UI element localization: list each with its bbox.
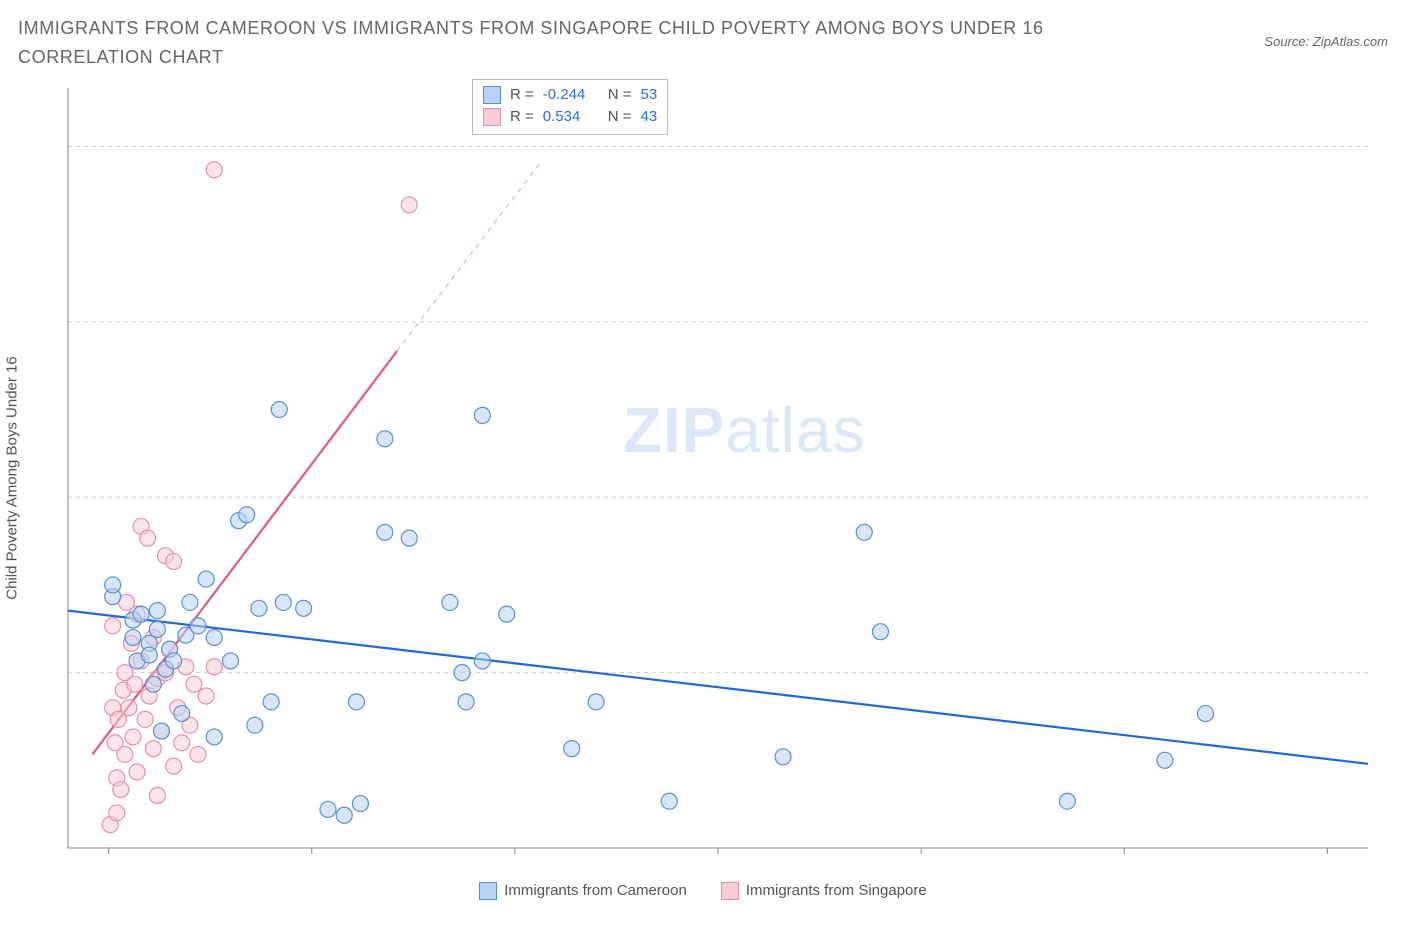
data-point <box>186 676 202 692</box>
data-point <box>442 594 458 610</box>
data-point <box>454 664 470 680</box>
data-point <box>190 617 206 633</box>
data-point <box>141 647 157 663</box>
data-point <box>263 693 279 709</box>
stat-label-r: R = <box>510 84 534 106</box>
stat-label-n: N = <box>608 84 632 106</box>
chart-area: Child Poverty Among Boys Under 16 ZIPatl… <box>18 78 1388 878</box>
data-point <box>149 787 165 803</box>
data-point <box>474 653 490 669</box>
data-point <box>458 693 474 709</box>
data-point <box>166 758 182 774</box>
data-point <box>251 600 267 616</box>
data-point <box>206 658 222 674</box>
data-point <box>401 197 417 213</box>
data-point <box>105 617 121 633</box>
data-point <box>153 723 169 739</box>
trend-line <box>92 351 397 754</box>
data-point <box>149 602 165 618</box>
legend-label: Immigrants from Cameroon <box>504 882 687 899</box>
data-point <box>137 711 153 727</box>
data-point <box>775 748 791 764</box>
stat-value-r: 0.534 <box>543 106 599 128</box>
data-point <box>377 524 393 540</box>
data-point <box>873 623 889 639</box>
trend-line-ext <box>397 164 539 351</box>
data-point <box>377 430 393 446</box>
data-point <box>133 606 149 622</box>
data-point <box>206 729 222 745</box>
data-point <box>223 653 239 669</box>
trend-line <box>68 610 1368 763</box>
data-point <box>166 553 182 569</box>
data-point <box>149 621 165 637</box>
data-point <box>109 805 125 821</box>
data-point <box>247 717 263 733</box>
data-point <box>271 401 287 417</box>
data-point <box>348 693 364 709</box>
source-name: ZipAtlas.com <box>1313 34 1388 49</box>
source-credit: Source: ZipAtlas.com <box>1264 34 1388 49</box>
legend-item: Immigrants from Singapore <box>721 882 927 900</box>
data-point <box>856 524 872 540</box>
data-point <box>190 746 206 762</box>
data-point <box>105 577 121 593</box>
legend-swatch <box>721 882 739 900</box>
stat-label-n: N = <box>608 106 632 128</box>
data-point <box>198 688 214 704</box>
data-point <box>182 594 198 610</box>
data-point <box>206 161 222 177</box>
data-point <box>588 693 604 709</box>
data-point <box>174 705 190 721</box>
data-point <box>129 764 145 780</box>
stats-row: R = 0.534 N = 43 <box>483 106 657 128</box>
data-point <box>174 734 190 750</box>
legend-swatch <box>483 86 501 104</box>
data-point <box>336 807 352 823</box>
scatter-plot <box>18 78 1378 878</box>
data-point <box>145 740 161 756</box>
data-point <box>125 729 141 745</box>
data-point <box>1157 752 1173 768</box>
legend: Immigrants from Cameroon Immigrants from … <box>18 882 1388 900</box>
data-point <box>401 530 417 546</box>
legend-swatch <box>479 882 497 900</box>
data-point <box>320 801 336 817</box>
data-point <box>474 407 490 423</box>
source-label: Source: <box>1264 34 1309 49</box>
data-point <box>239 506 255 522</box>
data-point <box>140 530 156 546</box>
legend-swatch <box>483 108 501 126</box>
header-row: IMMIGRANTS FROM CAMEROON VS IMMIGRANTS F… <box>18 14 1388 72</box>
data-point <box>1059 793 1075 809</box>
data-point <box>296 600 312 616</box>
data-point <box>125 629 141 645</box>
data-point <box>661 793 677 809</box>
legend-label: Immigrants from Singapore <box>746 882 927 899</box>
stat-value-n: 53 <box>641 84 658 106</box>
stat-value-n: 43 <box>641 106 658 128</box>
stats-row: R = -0.244 N = 53 <box>483 84 657 106</box>
data-point <box>166 653 182 669</box>
data-point <box>206 629 222 645</box>
data-point <box>127 676 143 692</box>
data-point <box>564 740 580 756</box>
legend-item: Immigrants from Cameroon <box>479 882 687 900</box>
chart-title: IMMIGRANTS FROM CAMEROON VS IMMIGRANTS F… <box>18 14 1118 72</box>
stat-value-r: -0.244 <box>543 84 599 106</box>
y-axis-label: Child Poverty Among Boys Under 16 <box>4 356 21 599</box>
correlation-stats-box: R = -0.244 N = 53 R = 0.534 N = 43 <box>472 79 668 135</box>
data-point <box>113 781 129 797</box>
data-point <box>1198 705 1214 721</box>
data-point <box>145 676 161 692</box>
data-point <box>499 606 515 622</box>
data-point <box>117 746 133 762</box>
stat-label-r: R = <box>510 106 534 128</box>
data-point <box>275 594 291 610</box>
data-point <box>198 571 214 587</box>
data-point <box>353 795 369 811</box>
data-point <box>121 699 137 715</box>
